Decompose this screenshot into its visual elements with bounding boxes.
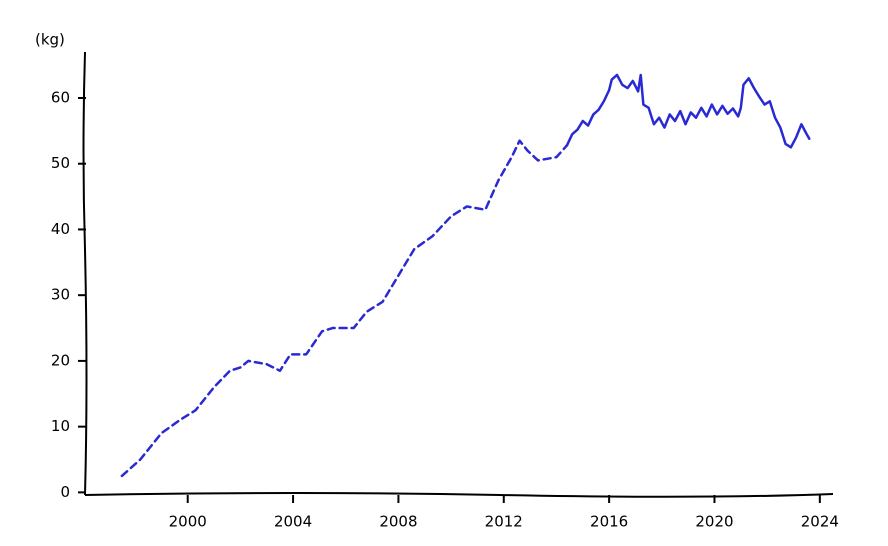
x-tick-label: 2020	[695, 513, 733, 531]
line	[565, 73, 811, 149]
y-tick-label: 60	[51, 88, 70, 106]
y-tick-label: 10	[51, 417, 70, 435]
y-tick-label: 40	[51, 220, 70, 238]
y-tick-label: 20	[51, 351, 70, 369]
y-axis-label: (kg)	[35, 31, 65, 49]
x-tick-label: 2024	[801, 513, 839, 531]
y-axis	[82, 51, 88, 496]
x-axis	[84, 492, 834, 498]
x-tick-label: 2016	[590, 513, 628, 531]
x-tick-label: 2000	[169, 513, 207, 531]
x-tick-label: 2004	[274, 513, 312, 531]
line	[120, 139, 569, 478]
x-tick-label: 2012	[485, 513, 523, 531]
y-tick-label: 50	[51, 154, 70, 172]
x-tick-label: 2008	[379, 513, 417, 531]
y-tick-label: 0	[60, 483, 70, 501]
y-tick-label: 30	[51, 286, 70, 304]
